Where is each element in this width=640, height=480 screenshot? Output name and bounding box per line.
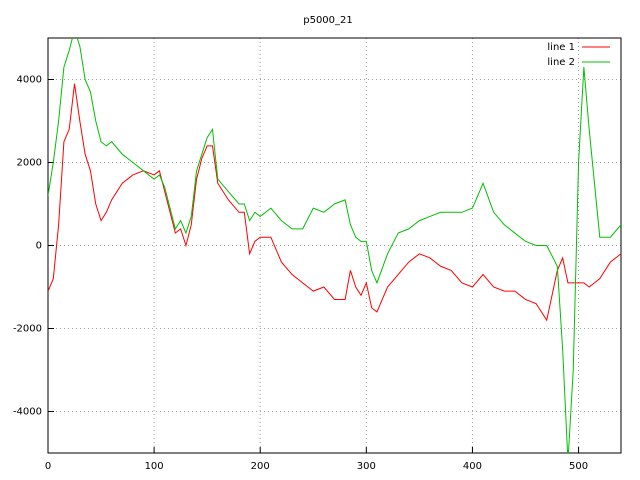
x-tick-label: 400 xyxy=(463,461,482,472)
y-tick-label: 2000 xyxy=(17,158,42,169)
legend-label: line 2 xyxy=(547,57,575,68)
x-tick-label: 200 xyxy=(251,461,270,472)
y-tick-label: -2000 xyxy=(13,324,42,335)
legend-label: line 1 xyxy=(547,42,575,53)
y-tick-label: 0 xyxy=(36,241,42,252)
line-series xyxy=(48,38,621,453)
x-tick-label: 500 xyxy=(569,461,588,472)
x-tick-label: 0 xyxy=(45,461,51,472)
x-tick-label: 300 xyxy=(357,461,376,472)
y-tick-label: -4000 xyxy=(13,407,42,418)
chart-title: p5000_21 xyxy=(303,15,353,26)
y-tick-label: 4000 xyxy=(17,75,42,86)
plot-frame xyxy=(47,37,622,454)
line-series xyxy=(48,83,621,322)
plot-area xyxy=(48,38,621,453)
x-tick-label: 100 xyxy=(145,461,164,472)
